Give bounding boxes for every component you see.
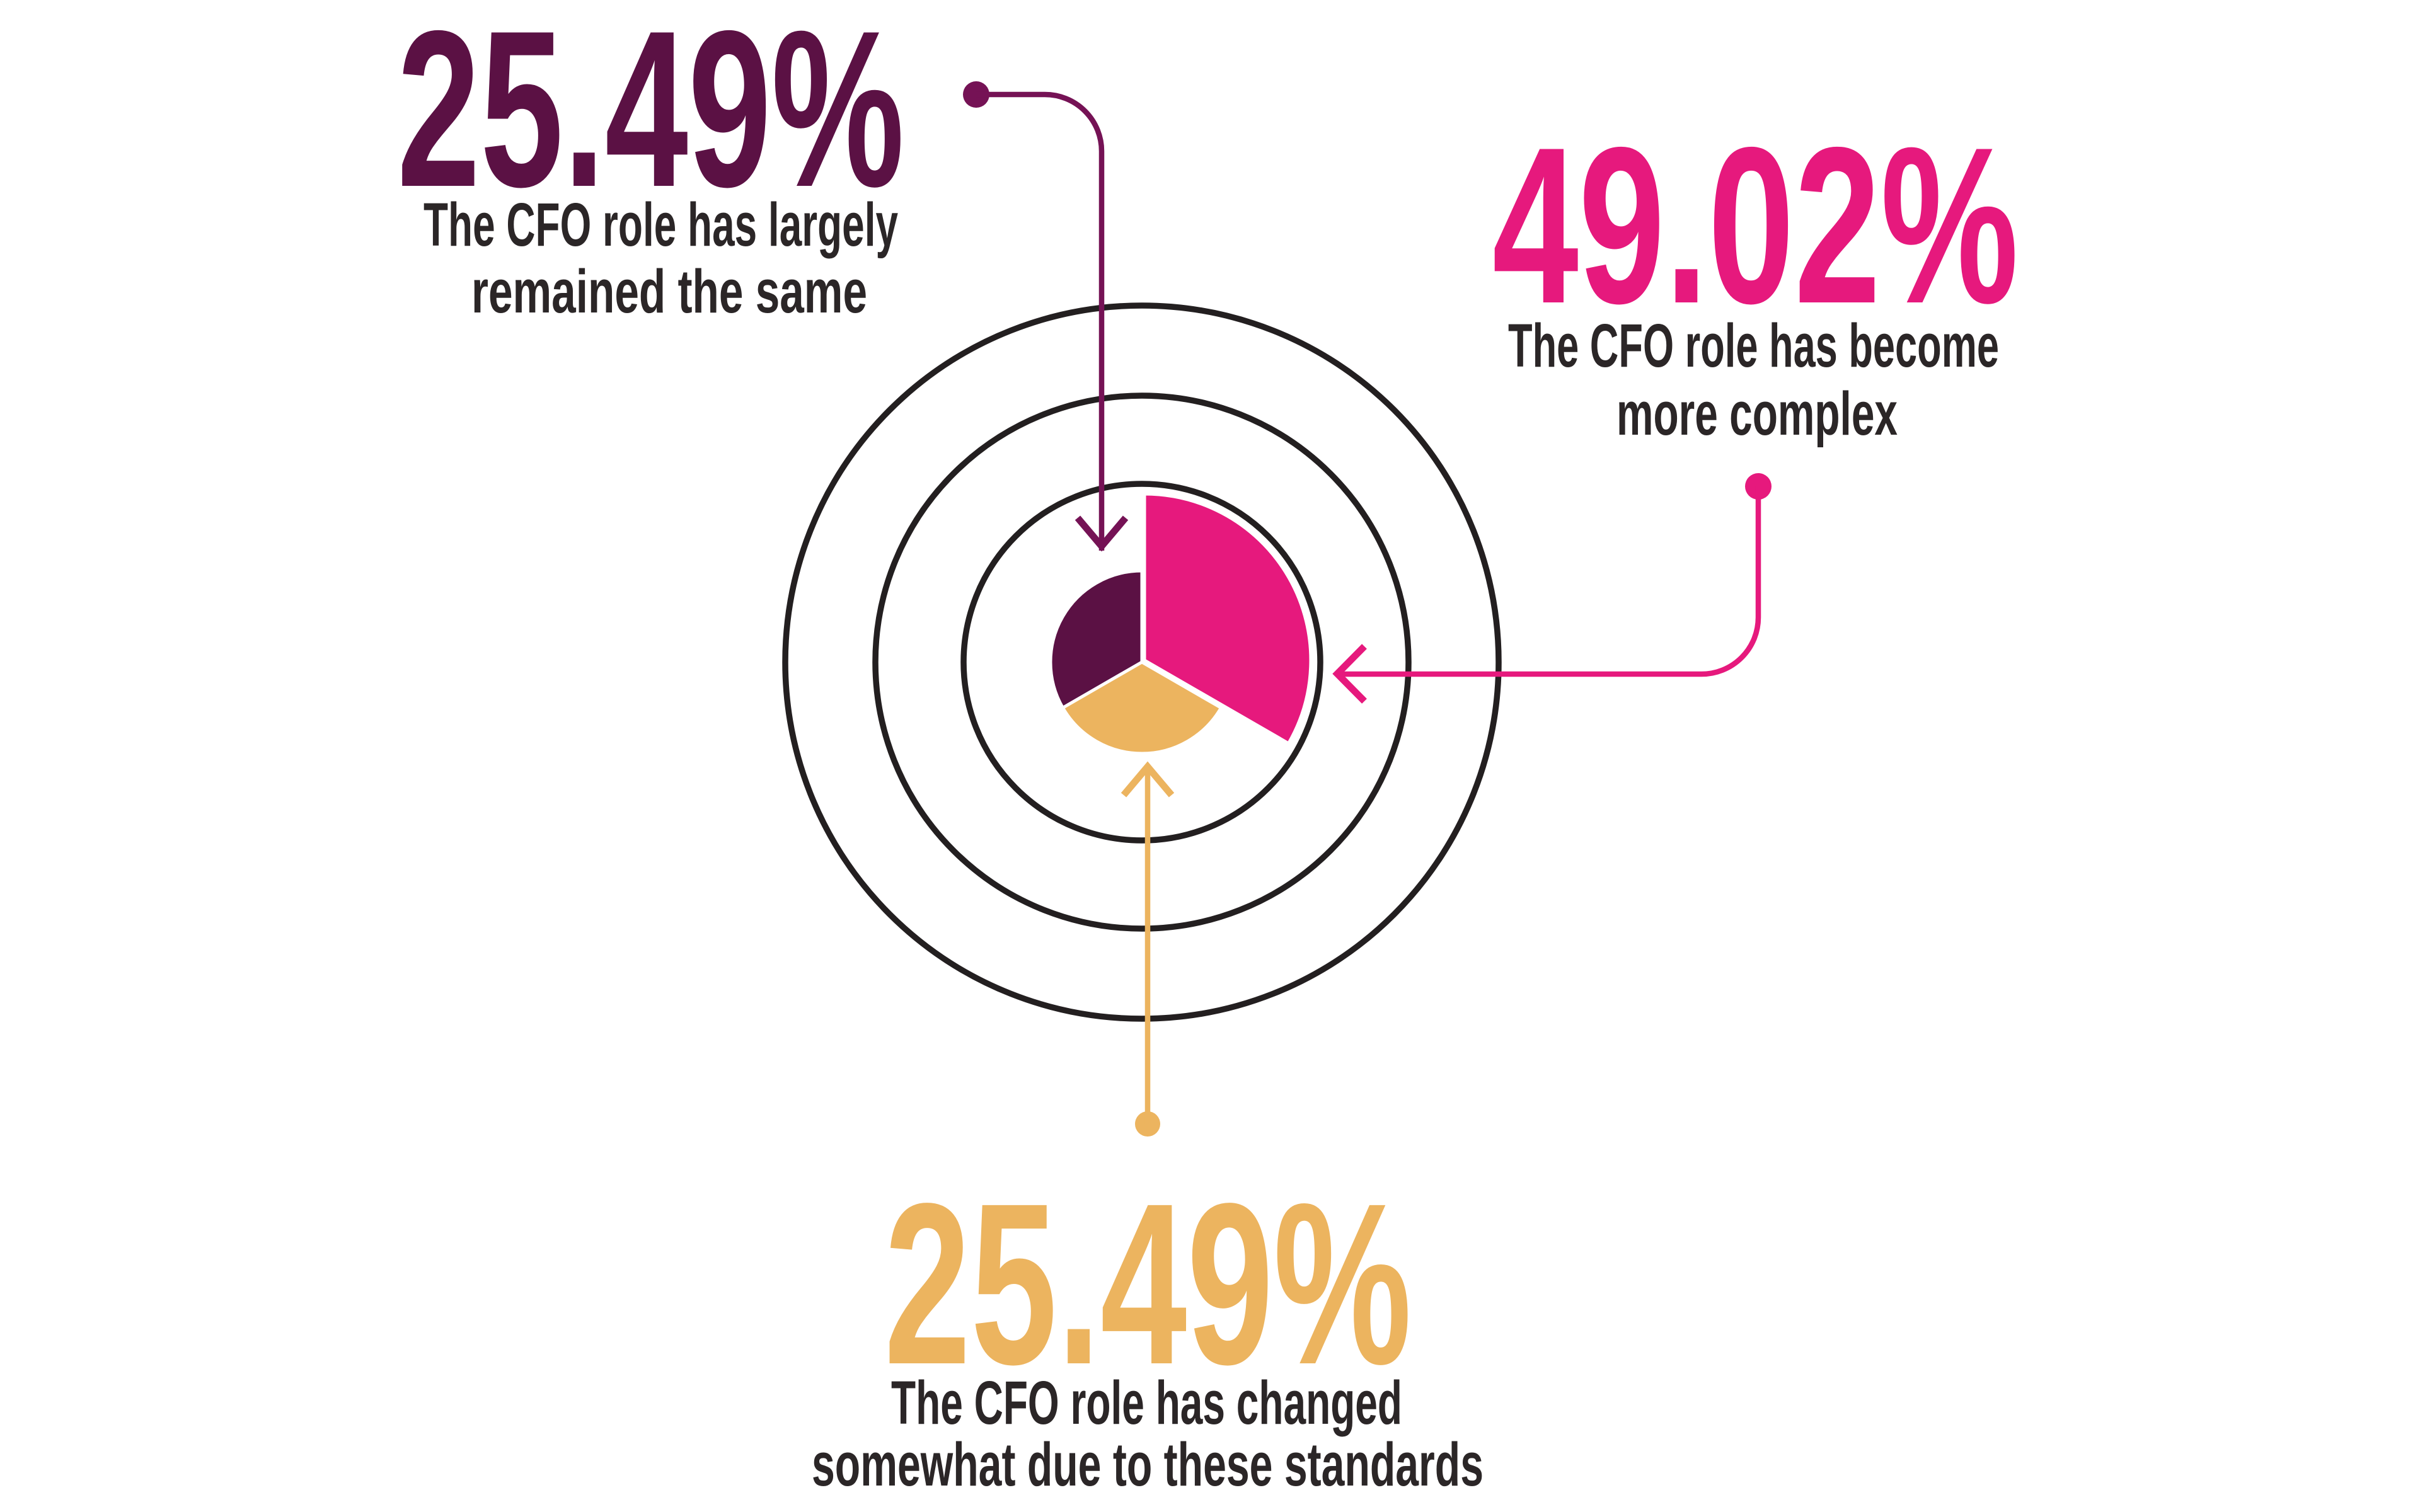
svg-text:The CFO role has become: The CFO role has become	[1508, 311, 1999, 380]
svg-text:49.02%: 49.02%	[1492, 101, 2019, 350]
svg-text:25.49%: 25.49%	[397, 0, 904, 234]
svg-text:The CFO role has largely: The CFO role has largely	[424, 190, 898, 259]
svg-text:The CFO role has changed: The CFO role has changed	[891, 1368, 1402, 1437]
svg-text:more complex: more complex	[1616, 379, 1898, 448]
svg-text:remained the same: remained the same	[471, 257, 867, 326]
svg-text:25.49%: 25.49%	[884, 1156, 1412, 1412]
svg-text:somewhat due to these standard: somewhat due to these standards	[812, 1430, 1484, 1499]
